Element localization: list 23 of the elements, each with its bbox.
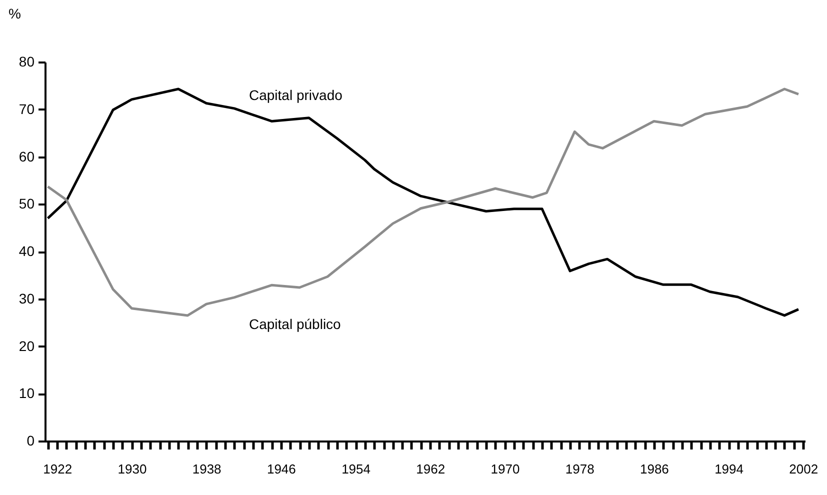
y-tick-label: 70 [18, 100, 35, 117]
x-tick-label: 1994 [714, 462, 744, 476]
y-tick-label: 20 [18, 338, 35, 354]
y-tick-label: 30 [18, 290, 35, 306]
x-tick-label: 2002 [789, 462, 818, 476]
x-tick-label: 1946 [266, 462, 296, 476]
y-tick-label: 10 [18, 385, 35, 402]
x-tick-label: 1986 [640, 462, 669, 476]
y-tick-label: 60 [18, 148, 35, 164]
y-tick-label: 50 [18, 196, 35, 212]
x-tick-label: 1978 [565, 462, 594, 476]
y-tick-label: 80 [18, 54, 35, 70]
series-label: Capital público [249, 316, 342, 332]
x-tick-label: 1954 [342, 462, 370, 476]
x-tick-label: 1922 [43, 462, 72, 476]
x-tick-label: 1962 [416, 462, 446, 476]
x-tick-label: 1970 [490, 462, 520, 476]
y-tick-label: 0 [26, 432, 35, 448]
y-axis-title: % [8, 6, 21, 22]
y-tick-label: 40 [18, 243, 35, 259]
x-tick-label: 1930 [118, 462, 147, 476]
x-tick-label: 1938 [192, 462, 222, 476]
series-label: Capital privado [249, 87, 343, 103]
